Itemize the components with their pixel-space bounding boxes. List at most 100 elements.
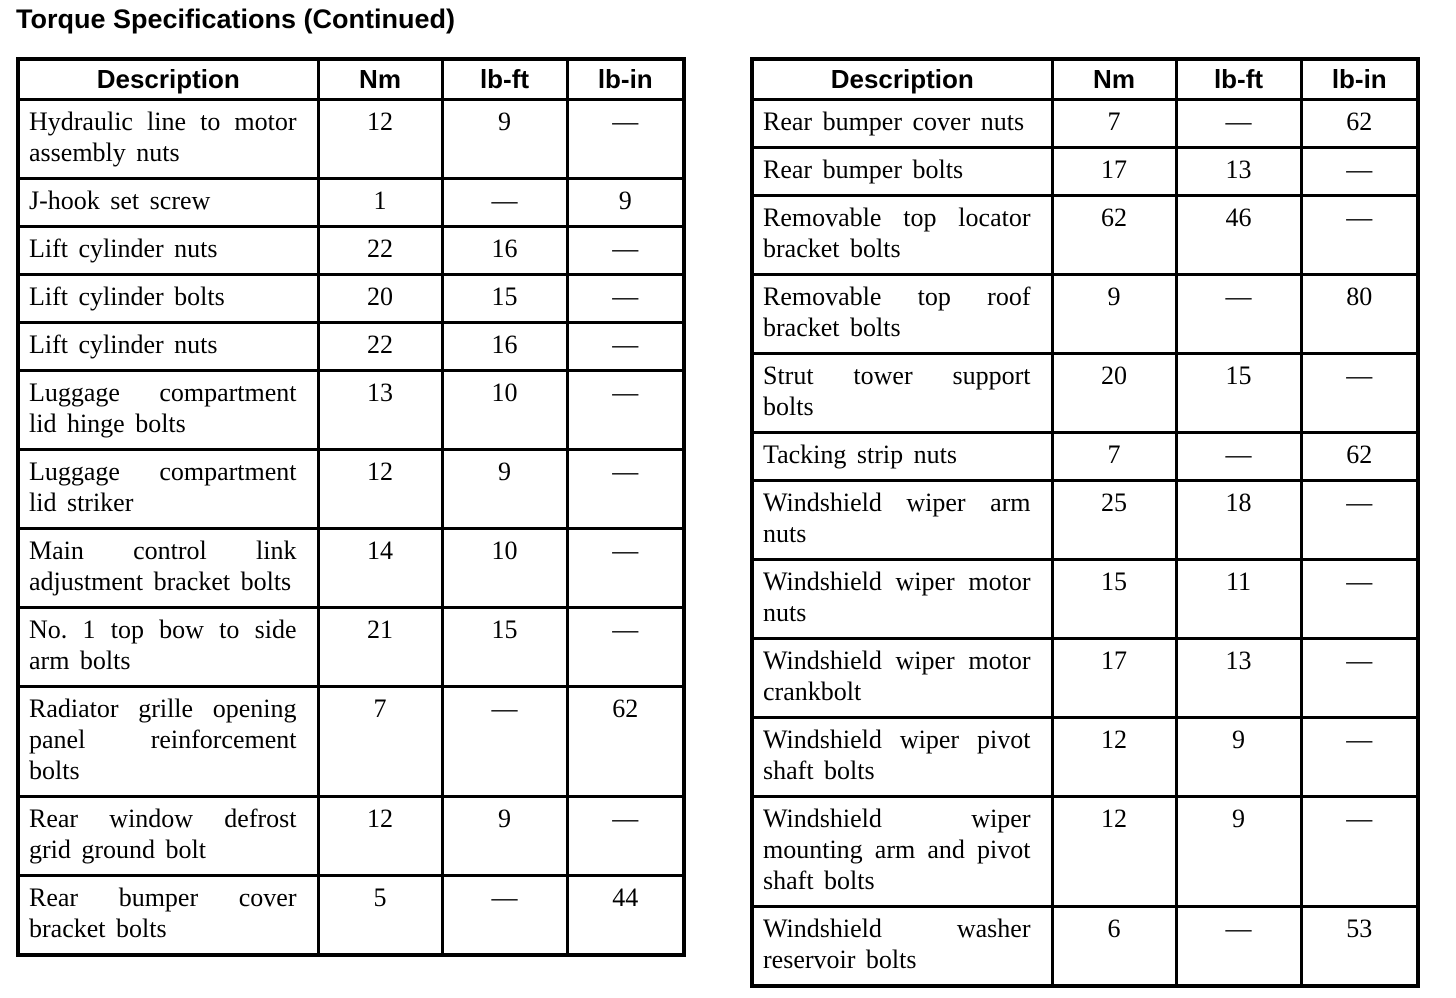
description-cell: Luggage compartment lid striker	[16, 447, 320, 530]
description-cell: No. 1 top bow to side arm bolts	[16, 605, 320, 688]
description-cell: Removable top roof bracket bolts	[750, 272, 1054, 355]
lb-ft-value-cell: 9	[440, 97, 569, 180]
lb-in-value-cell: —	[565, 320, 686, 372]
lb-ft-value-cell: 15	[1174, 351, 1303, 434]
table-row: Removable top roof bracket bolts 9—80	[750, 272, 1420, 355]
lb-in-value-cell: —	[1299, 145, 1420, 197]
nm-value-cell: 6	[1050, 904, 1178, 987]
description-cell: Windshield washer reservoir bolts	[750, 904, 1054, 987]
nm-value-cell: 17	[1050, 636, 1178, 719]
nm-value-cell: 12	[1050, 794, 1178, 908]
description-cell: Luggage compartment lid hinge bolts	[16, 368, 320, 451]
table-row: Windshield washer reservoir bolts 6—53	[750, 904, 1420, 987]
description-cell: Lift cylinder nuts	[16, 224, 320, 276]
lb-ft-value-cell: —	[440, 176, 569, 228]
lb-ft-value-cell: —	[440, 873, 569, 956]
table-row: Removable top locator bracket bolts 62 46—	[750, 193, 1420, 276]
lb-in-value-cell: 9	[565, 176, 686, 228]
nm-value-cell: 20	[316, 272, 444, 324]
description-cell: Lift cylinder nuts	[16, 320, 320, 372]
lb-ft-value-cell: 10	[440, 526, 569, 609]
column-header-lb-ft: lb-ft	[1174, 57, 1303, 101]
nm-value-cell: 1	[316, 176, 444, 228]
description-cell: Rear bumper cover nuts	[750, 97, 1054, 149]
nm-value-cell: 21	[316, 605, 444, 688]
lb-in-value-cell: —	[1299, 478, 1420, 561]
lb-ft-value-cell: 13	[1174, 636, 1303, 719]
lb-in-value-cell: —	[565, 526, 686, 609]
nm-value-cell: 25	[1050, 478, 1178, 561]
description-cell: Removable top locator bracket bolts	[750, 193, 1054, 276]
description-cell: Windshield wiper motor crankbolt	[750, 636, 1054, 719]
table-row: Strut tower support bolts 20 15—	[750, 351, 1420, 434]
lb-ft-value-cell: —	[1174, 904, 1303, 987]
torque-spec-table-right: Description Nm lb-ft lb-in Rear bumper cove…	[750, 57, 1420, 988]
description-cell: Main control link adjustment bracket bol…	[16, 526, 320, 609]
lb-in-value-cell: —	[565, 224, 686, 276]
lb-ft-value-cell: 10	[440, 368, 569, 451]
nm-value-cell: 12	[316, 97, 444, 180]
table-row: Rear bumper bolts 17 13—	[750, 145, 1420, 197]
lb-in-value-cell: —	[1299, 193, 1420, 276]
table-row: Luggage compartment lid hinge bolts 13 10—	[16, 368, 686, 451]
description-cell: Windshield wiper motor nuts	[750, 557, 1054, 640]
nm-value-cell: 13	[316, 368, 444, 451]
lb-in-value-cell: 53	[1299, 904, 1420, 987]
column-header-nm: Nm	[316, 57, 444, 101]
description-cell: Rear bumper bolts	[750, 145, 1054, 197]
table-row: Hydraulic line to motor assembly nuts 12 9…	[16, 97, 686, 180]
description-cell: Windshield wiper arm nuts	[750, 478, 1054, 561]
column-header-description: Description	[16, 57, 320, 101]
description-cell: Strut tower support bolts	[750, 351, 1054, 434]
table-row: Rear window defrost grid ground bolt 12 9—	[16, 794, 686, 877]
lb-in-value-cell: —	[565, 794, 686, 877]
column-header-lb-in: lb-in	[1299, 57, 1420, 101]
nm-value-cell: 12	[316, 447, 444, 530]
lb-in-value-cell: —	[565, 368, 686, 451]
table-row: Windshield wiper arm nuts 25 18—	[750, 478, 1420, 561]
lb-in-value-cell: —	[1299, 351, 1420, 434]
lb-ft-value-cell: —	[1174, 97, 1303, 149]
lb-ft-value-cell: 16	[440, 320, 569, 372]
nm-value-cell: 22	[316, 320, 444, 372]
description-cell: J-hook set screw	[16, 176, 320, 228]
lb-in-value-cell: —	[1299, 557, 1420, 640]
lb-ft-value-cell: 16	[440, 224, 569, 276]
description-cell: Radiator grille opening panel reinforcem…	[16, 684, 320, 798]
lb-in-value-cell: 62	[565, 684, 686, 798]
table-row: Windshield wiper pivot shaft bolts 12 9—	[750, 715, 1420, 798]
lb-ft-value-cell: 9	[1174, 715, 1303, 798]
header-row: Description Nm lb-ft lb-in	[16, 57, 686, 101]
header-row: Description Nm lb-ft lb-in	[750, 57, 1420, 101]
lb-in-value-cell: —	[565, 605, 686, 688]
lb-ft-value-cell: 9	[440, 447, 569, 530]
table-row: Windshield wiper motor crankbolt 17 13—	[750, 636, 1420, 719]
lb-in-value-cell: —	[1299, 715, 1420, 798]
nm-value-cell: 12	[1050, 715, 1178, 798]
nm-value-cell: 62	[1050, 193, 1178, 276]
table-row: Rear bumper cover nuts 7—62	[750, 97, 1420, 149]
table-row: Windshield wiper mounting arm and pivot …	[750, 794, 1420, 908]
table-row: Lift cylinder nuts 22 16—	[16, 320, 686, 372]
nm-value-cell: 17	[1050, 145, 1178, 197]
table-row: Tacking strip nuts 7—62	[750, 430, 1420, 482]
description-cell: Tacking strip nuts	[750, 430, 1054, 482]
table-row: Rear bumper cover bracket bolts 5—44	[16, 873, 686, 956]
torque-spec-table-left: Description Nm lb-ft lb-in Hydraulic line t…	[16, 57, 686, 957]
lb-ft-value-cell: 9	[440, 794, 569, 877]
lb-ft-value-cell: 46	[1174, 193, 1303, 276]
lb-in-value-cell: —	[565, 447, 686, 530]
nm-value-cell: 7	[1050, 97, 1178, 149]
table-row: Radiator grille opening panel reinforcem…	[16, 684, 686, 798]
nm-value-cell: 20	[1050, 351, 1178, 434]
description-cell: Lift cylinder bolts	[16, 272, 320, 324]
table-row: Windshield wiper motor nuts 15 11—	[750, 557, 1420, 640]
table-row: Lift cylinder nuts 22 16—	[16, 224, 686, 276]
nm-value-cell: 12	[316, 794, 444, 877]
column-header-description: Description	[750, 57, 1054, 101]
table-row: Luggage compartment lid striker 12 9—	[16, 447, 686, 530]
lb-in-value-cell: 44	[565, 873, 686, 956]
lb-in-value-cell: —	[1299, 636, 1420, 719]
page-title: Torque Specifications (Continued)	[16, 4, 456, 34]
description-cell: Windshield wiper pivot shaft bolts	[750, 715, 1054, 798]
